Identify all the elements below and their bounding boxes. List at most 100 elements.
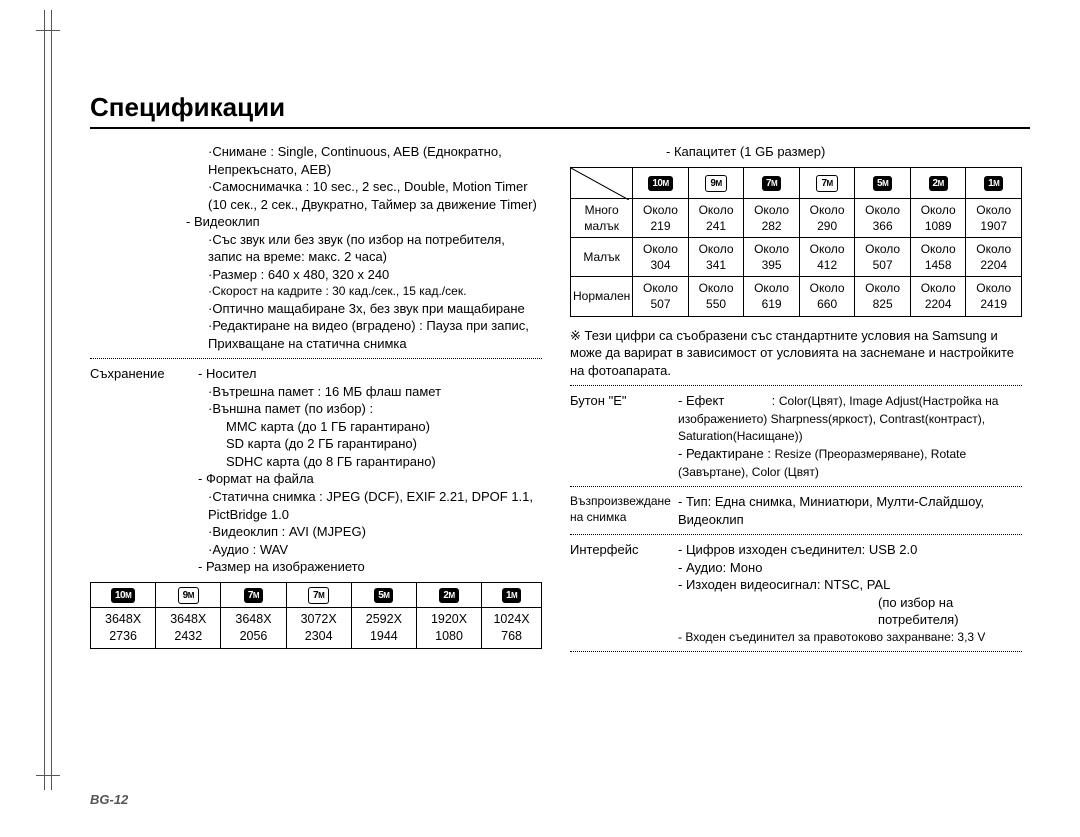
left-margin-ruler: [44, 10, 52, 790]
megapixel-badge-icon: 10M: [111, 588, 135, 603]
spec-line: ·Аудио : WAV: [198, 541, 542, 559]
row-label-cell: Малък: [571, 237, 633, 276]
table-header-cell: 10M: [633, 167, 689, 198]
table-header-cell: 10M: [91, 582, 156, 607]
table-cell: Около550: [688, 277, 744, 316]
spec-subheader: - Носител: [198, 365, 542, 383]
image-size-table: 10M9M7M7M5M2M1M 3648X 27363648X 24323648…: [90, 582, 542, 649]
right-column: - Капацитет (1 GБ размер) 10M9M7M7M5M2M1…: [570, 143, 1022, 658]
megapixel-badge-icon: 7M: [244, 588, 263, 603]
megapixel-badge-icon: 5M: [873, 176, 892, 191]
dotted-separator: [570, 651, 1022, 652]
megapixel-badge-icon: 9M: [705, 175, 726, 192]
table-header-cell: 1M: [482, 582, 542, 607]
diagonal-cell: [571, 167, 633, 198]
spec-line: SD карта (до 2 ГБ гарантирано): [198, 435, 542, 453]
spec-line: - Входен съединител за правотоково захра…: [678, 629, 1022, 645]
spec-line: - Аудио: Моно: [678, 559, 1022, 577]
ruler-tick: [36, 775, 60, 776]
dotted-separator: [90, 358, 542, 359]
dotted-separator: [570, 534, 1022, 535]
spec-section: Съхранение - Носител ·Вътрешна памет : 1…: [90, 365, 542, 576]
spec-line: ·Размер : 640 x 480, 320 x 240: [90, 266, 542, 284]
spec-line: (по избор на потребителя): [678, 594, 1022, 629]
table-row: Много малъкОколо219Около241Около282Около…: [571, 198, 1022, 237]
table-cell: 3648X 2736: [91, 607, 156, 648]
megapixel-badge-icon: 10M: [648, 176, 672, 191]
spec-line: ·Скорост на кадрите : 30 кад./сек., 15 к…: [90, 283, 542, 299]
title-underline: [90, 127, 1030, 129]
spec-line: - Ефект : Color(Цвят), Image Adjust(Наст…: [678, 392, 1022, 445]
spec-line: ·Оптично мащабиране 3x, без звук при мащ…: [90, 300, 542, 318]
table-cell: Около2419: [966, 277, 1022, 316]
spec-line: MMC карта (до 1 ГБ гарантирано): [198, 418, 542, 436]
table-cell: Около366: [855, 198, 911, 237]
section-body: - Цифров изходен съединител: USB 2.0 - А…: [678, 541, 1022, 645]
table-row-header: 10M9M7M7M5M2M1M: [571, 167, 1022, 198]
ruler-tick: [36, 30, 60, 31]
table-row: 3648X 27363648X 24323648X 20563072X 2304…: [91, 607, 542, 648]
spec-subheader: - Капацитет (1 GБ размер): [570, 143, 1022, 161]
spec-section: Възпроизвеждане на снимка - Тип: Една сн…: [570, 493, 1022, 528]
left-column: ·Снимане : Single, Continuous, AEB (Едно…: [90, 143, 542, 658]
spec-line: ·Самоснимачка : 10 sec., 2 sec., Double,…: [90, 178, 542, 213]
table-row-header: 10M9M7M7M5M2M1M: [91, 582, 542, 607]
label: ·Снимане :: [208, 144, 274, 159]
table-header-cell: 5M: [351, 582, 416, 607]
table-cell: Около341: [688, 237, 744, 276]
table-cell: Около282: [744, 198, 800, 237]
table-cell: Около1458: [910, 237, 966, 276]
label: - Ефект: [678, 392, 768, 410]
section-label: Възпроизвеждане на снимка: [570, 493, 678, 528]
spec-line: ·Видеоклип : AVI (MJPEG): [198, 523, 542, 541]
label: ·Самоснимачка :: [208, 179, 309, 194]
section-label: Интерфейс: [570, 541, 678, 645]
table-cell: Около825: [855, 277, 911, 316]
table-header-cell: 9M: [156, 582, 221, 607]
table-header-cell: 2M: [910, 167, 966, 198]
dotted-separator: [570, 385, 1022, 386]
dotted-separator: [570, 486, 1022, 487]
table-cell: Около660: [799, 277, 855, 316]
table-header-cell: 9M: [688, 167, 744, 198]
page-title: Спецификации: [90, 92, 1030, 123]
table-header-cell: 7M: [744, 167, 800, 198]
table-cell: Около2204: [966, 237, 1022, 276]
megapixel-badge-icon: 7M: [308, 587, 329, 604]
spec-subheader: - Формат на файла: [198, 470, 542, 488]
table-cell: Около412: [799, 237, 855, 276]
megapixel-badge-icon: 1M: [502, 588, 521, 603]
capacity-table: 10M9M7M7M5M2M1M Много малъкОколо219Около…: [570, 167, 1022, 317]
table-cell: Около304: [633, 237, 689, 276]
table-cell: 3072X 2304: [286, 607, 351, 648]
megapixel-badge-icon: 7M: [762, 176, 781, 191]
table-cell: Около619: [744, 277, 800, 316]
spec-line: SDHC карта (до 8 ГБ гарантирано): [198, 453, 542, 471]
row-label-cell: Много малък: [571, 198, 633, 237]
section-label: Съхранение: [90, 365, 198, 576]
section-label: Бутон "E": [570, 392, 678, 480]
table-cell: 2592X 1944: [351, 607, 416, 648]
spec-subheader: - Размер на изображението: [198, 558, 542, 576]
spec-line: ·Статична снимка : JPEG (DCF), EXIF 2.21…: [198, 488, 542, 523]
table-header-cell: 7M: [286, 582, 351, 607]
spec-line: - Изходен видеосигнал: NTSC, PAL: [678, 576, 1022, 594]
spec-line: - Редактиране : Resize (Преоразмеряване)…: [678, 445, 1022, 480]
spec-line: ·Вътрешна памет : 16 МБ флаш памет: [198, 383, 542, 401]
megapixel-badge-icon: 2M: [929, 176, 948, 191]
note: ※ Тези цифри са съобразени със стандартн…: [570, 327, 1022, 380]
table-header-cell: 7M: [799, 167, 855, 198]
table-cell: Около241: [688, 198, 744, 237]
spec-line: ·Редактиране на видео (вградено) : Пауза…: [90, 317, 542, 352]
spec-line: ·Снимане : Single, Continuous, AEB (Едно…: [90, 143, 542, 178]
table-cell: Около507: [855, 237, 911, 276]
manual-page: Спецификации ·Снимане : Single, Continuo…: [0, 0, 1080, 837]
table-cell: 1920X 1080: [416, 607, 481, 648]
spec-section: Интерфейс - Цифров изходен съединител: U…: [570, 541, 1022, 645]
spec-section: Бутон "E" - Ефект : Color(Цвят), Image A…: [570, 392, 1022, 480]
megapixel-badge-icon: 5M: [374, 588, 393, 603]
table-cell: 1024X 768: [482, 607, 542, 648]
table-cell: Около290: [799, 198, 855, 237]
section-body: - Тип: Една снимка, Миниатюри, Мулти-Сла…: [678, 493, 1022, 528]
page-content: Спецификации ·Снимане : Single, Continuo…: [90, 92, 1030, 658]
